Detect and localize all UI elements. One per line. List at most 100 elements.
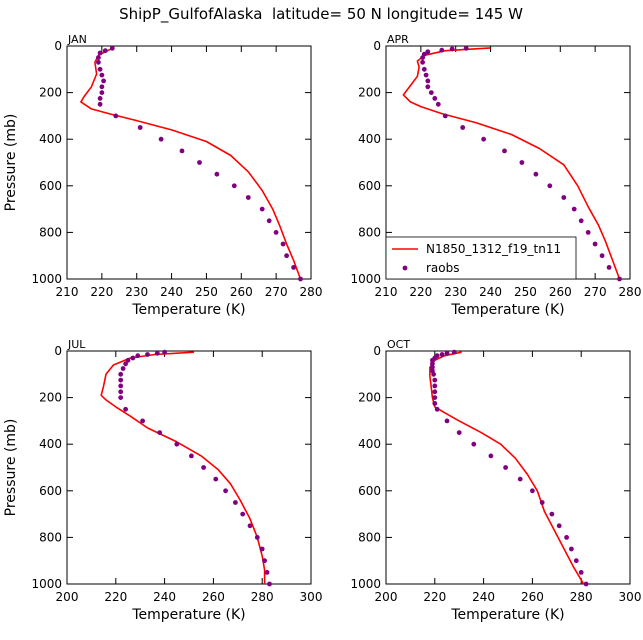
data-point-raobs bbox=[585, 230, 591, 235]
data-point-raobs bbox=[96, 59, 101, 65]
data-point-raobs bbox=[432, 401, 438, 406]
legend-box bbox=[385, 236, 577, 280]
x-axis-label: Temperature (K) bbox=[450, 607, 564, 623]
y-tick-label: 600 bbox=[39, 179, 62, 193]
data-point-raobs bbox=[432, 377, 438, 383]
x-tick-label: 260 bbox=[521, 590, 544, 604]
data-point-raobs bbox=[488, 453, 494, 459]
data-point-raobs bbox=[213, 476, 219, 482]
data-point-raobs bbox=[197, 160, 202, 165]
y-tick-label: 1000 bbox=[31, 577, 62, 591]
plot-frame bbox=[66, 350, 312, 585]
data-point-raobs bbox=[158, 136, 164, 142]
data-point-raobs bbox=[578, 218, 584, 224]
data-point-raobs bbox=[435, 101, 441, 107]
y-tick-label: 400 bbox=[39, 132, 62, 146]
panel-oct: OCT 200 220 240 260 280 300 0 200 400 600 800 1000 Te… bbox=[350, 338, 641, 623]
y-tick-label: 800 bbox=[39, 225, 62, 239]
series-raobs bbox=[430, 349, 589, 587]
data-point-raobs bbox=[561, 195, 567, 200]
data-point-raobs bbox=[102, 48, 108, 54]
data-point-raobs bbox=[592, 241, 598, 247]
y-tick-label: 200 bbox=[39, 391, 62, 405]
y-tick-label: 1000 bbox=[31, 272, 62, 286]
data-point-raobs bbox=[264, 570, 270, 575]
data-point-raobs bbox=[432, 389, 438, 395]
data-point-raobs bbox=[517, 476, 523, 482]
x-axis-label: Temperature (K) bbox=[450, 302, 564, 318]
data-point-raobs bbox=[240, 511, 246, 517]
data-point-raobs bbox=[118, 389, 124, 395]
data-point-raobs bbox=[583, 581, 589, 587]
x-tick-label: 250 bbox=[195, 285, 218, 299]
data-point-raobs bbox=[120, 366, 126, 371]
data-point-raobs bbox=[273, 230, 279, 235]
data-point-raobs bbox=[539, 500, 545, 505]
data-point-raobs bbox=[123, 361, 128, 367]
data-point-raobs bbox=[430, 361, 435, 367]
x-tick-label: 280 bbox=[570, 590, 593, 604]
y-tick-label: 200 bbox=[358, 86, 381, 100]
data-point-raobs bbox=[439, 352, 445, 357]
data-point-raobs bbox=[530, 488, 535, 494]
data-point-raobs bbox=[571, 206, 577, 212]
data-point-raobs bbox=[179, 148, 185, 154]
x-tick-label: 260 bbox=[202, 590, 225, 604]
data-point-raobs bbox=[606, 265, 612, 270]
data-point-raobs bbox=[97, 66, 103, 72]
data-point-raobs bbox=[533, 171, 539, 177]
data-point-raobs bbox=[456, 430, 462, 435]
x-tick-label: 300 bbox=[619, 590, 642, 604]
data-point-raobs bbox=[154, 350, 160, 356]
data-point-raobs bbox=[439, 47, 445, 53]
y-tick-label: 1000 bbox=[350, 272, 381, 286]
data-point-raobs bbox=[247, 523, 253, 529]
data-point-raobs bbox=[460, 125, 466, 130]
panel-jan: JAN 210 220 230 240 250 260 270 280 0 200 400 600 800… bbox=[3, 33, 322, 318]
data-point-raobs bbox=[502, 148, 507, 154]
x-axis-label: Temperature (K) bbox=[131, 302, 245, 318]
plot-frame bbox=[385, 350, 631, 585]
data-point-raobs bbox=[503, 465, 508, 470]
data-point-raobs bbox=[444, 350, 450, 356]
data-point-raobs bbox=[259, 546, 265, 552]
data-point-raobs bbox=[547, 183, 553, 189]
panel-label: JUL bbox=[67, 338, 86, 351]
data-point-raobs bbox=[233, 500, 238, 505]
x-tick-label: 240 bbox=[472, 590, 495, 604]
y-tick-label: 800 bbox=[358, 225, 381, 239]
y-tick-label: 200 bbox=[39, 86, 62, 100]
data-point-raobs bbox=[481, 136, 486, 142]
y-tick-label: 400 bbox=[39, 437, 62, 451]
y-axis-label: Pressure (mb) bbox=[3, 419, 19, 517]
x-axis-label: Temperature (K) bbox=[131, 607, 245, 623]
data-point-raobs bbox=[130, 355, 136, 361]
data-point-raobs bbox=[421, 66, 427, 72]
x-tick-label: 220 bbox=[409, 285, 432, 299]
x-tick-label: 280 bbox=[619, 285, 642, 299]
series-line-model bbox=[80, 47, 302, 280]
x-tick-label: 220 bbox=[104, 590, 127, 604]
legend-dot-swatch bbox=[402, 265, 408, 271]
panels: JAN 210 220 230 240 250 260 270 280 0 200 400 600 800… bbox=[3, 33, 641, 623]
data-point-raobs bbox=[118, 383, 124, 389]
data-point-raobs bbox=[430, 357, 435, 363]
y-tick-label: 600 bbox=[358, 484, 381, 498]
x-tick-label: 210 bbox=[56, 285, 79, 299]
data-point-raobs bbox=[432, 383, 438, 389]
data-point-raobs bbox=[519, 160, 525, 165]
y-tick-label: 800 bbox=[358, 530, 381, 544]
series-raobs bbox=[118, 349, 272, 587]
data-point-raobs bbox=[573, 558, 579, 564]
y-tick-label: 0 bbox=[373, 39, 381, 53]
data-point-raobs bbox=[617, 276, 622, 282]
figure-title: ShipP_GulfofAlaska latitude= 50 N longit… bbox=[119, 5, 523, 24]
x-tick-label: 280 bbox=[300, 285, 323, 299]
data-point-raobs bbox=[471, 441, 477, 447]
data-point-raobs bbox=[425, 84, 431, 90]
x-tick-label: 220 bbox=[423, 590, 446, 604]
y-tick-label: 200 bbox=[358, 391, 381, 405]
data-point-raobs bbox=[569, 546, 574, 552]
